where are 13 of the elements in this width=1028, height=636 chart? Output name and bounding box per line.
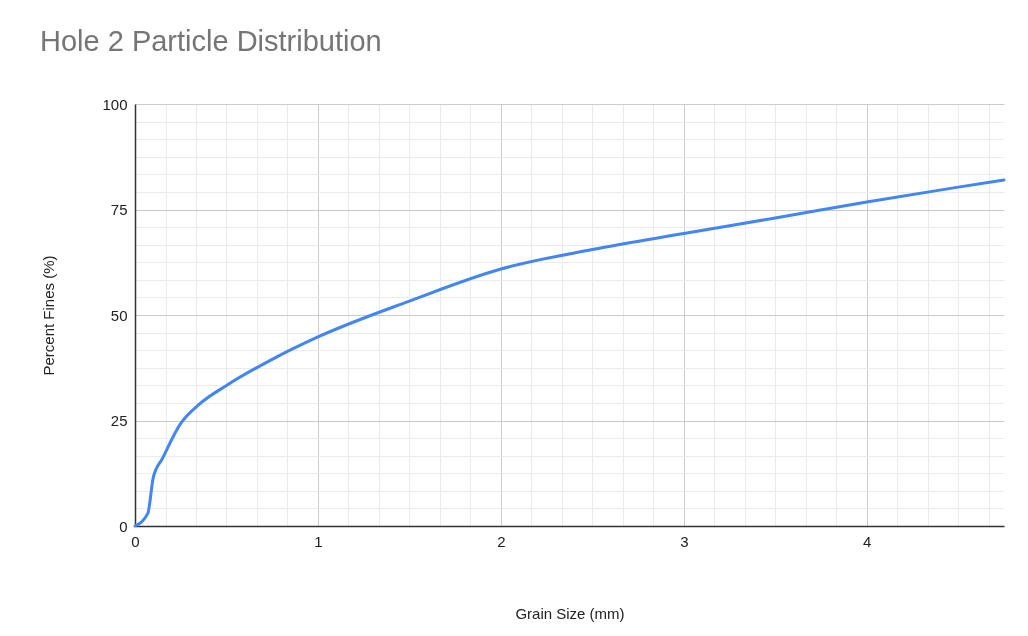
x-tick-label: 0: [131, 532, 140, 550]
y-tick-label: 25: [110, 412, 128, 429]
x-axis-title: Grain Size (mm): [515, 604, 625, 622]
y-tick-label: 100: [102, 95, 128, 113]
y-tick-label: 0: [119, 517, 128, 535]
x-tick-label: 4: [863, 532, 872, 550]
chart-title: Hole 2 Particle Distribution: [40, 25, 382, 57]
y-tick-label: 75: [110, 201, 128, 218]
x-tick-label: 1: [314, 532, 323, 550]
x-tick-label: 2: [497, 532, 506, 550]
x-tick-label: 3: [680, 532, 689, 550]
y-axis-title: Percent Fines (%): [39, 255, 57, 376]
y-tick-label: 50: [110, 306, 128, 324]
